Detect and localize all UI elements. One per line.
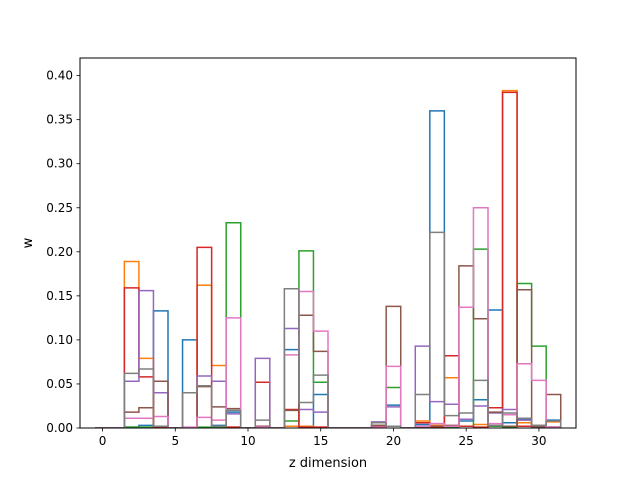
y-tick-label: 0.25 <box>46 201 73 215</box>
y-tick-label: 0.05 <box>46 377 73 391</box>
series-1-line <box>95 110 562 428</box>
y-tick-label: 0.00 <box>46 421 73 435</box>
plot-frame <box>79 57 577 429</box>
y-tick-label: 0.15 <box>46 289 73 303</box>
y-tick-label: 0.30 <box>46 157 73 171</box>
x-axis: 0 5 10 15 20 25 30 <box>99 428 547 448</box>
x-tick-label: 10 <box>240 434 255 448</box>
y-axis: 0.00 0.05 0.10 0.15 0.20 0.25 0.30 0.35 0.40 <box>46 69 80 435</box>
x-tick-label: 30 <box>531 434 546 448</box>
series-8-line <box>95 231 562 428</box>
x-axis-label: z dimension <box>289 456 367 471</box>
x-tick-label: 20 <box>386 434 401 448</box>
y-tick-label: 0.20 <box>46 245 73 259</box>
x-tick-label: 5 <box>171 434 179 448</box>
y-tick-label: 0.10 <box>46 333 73 347</box>
y-tick-label: 0.35 <box>46 113 73 127</box>
y-axis-label: w <box>21 237 36 248</box>
x-tick-label: 25 <box>459 434 474 448</box>
y-tick-label: 0.40 <box>46 69 73 83</box>
x-tick-label: 0 <box>99 434 107 448</box>
x-tick-label: 15 <box>313 434 328 448</box>
